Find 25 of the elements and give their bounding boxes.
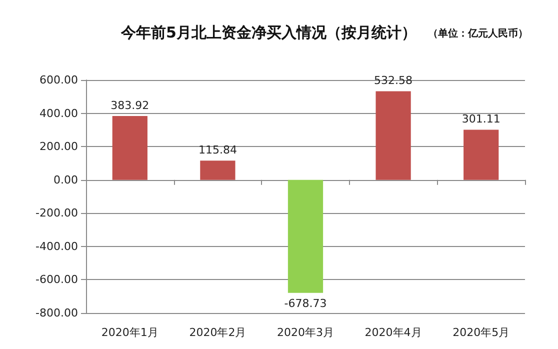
y-tick-label: 200.00 [40,140,78,154]
data-label: 532.58 [374,74,413,88]
x-tick-label: 2020年3月 [277,326,334,339]
y-tick-label: -400.00 [36,240,78,253]
y-tick-label: -200.00 [36,206,78,220]
x-tick-label: 2020年2月 [189,326,246,339]
data-label: -678.73 [284,296,327,310]
data-label: 383.92 [110,98,150,112]
x-tick-label: 2020年1月 [101,326,158,339]
data-label: 115.84 [198,144,237,157]
bar [288,180,324,293]
x-tick-label: 2020年4月 [364,326,422,339]
y-tick-label: 0.00 [54,173,78,186]
y-tick-label: -600.00 [36,273,78,286]
x-tick-label: 2020年5月 [452,326,510,339]
data-label: 301.11 [462,112,500,126]
y-tick-label: 600.00 [40,74,78,86]
bar [112,116,148,180]
chart-subtitle: （单位：亿元人民币） [428,28,528,40]
y-tick-label: -800.00 [36,306,78,320]
bar [464,130,499,180]
y-tick-label: 400.00 [40,106,78,120]
chart-title: 今年前5月北上资金净买入情况（按月统计） [120,24,416,42]
bar [376,91,411,180]
bar [200,160,236,180]
